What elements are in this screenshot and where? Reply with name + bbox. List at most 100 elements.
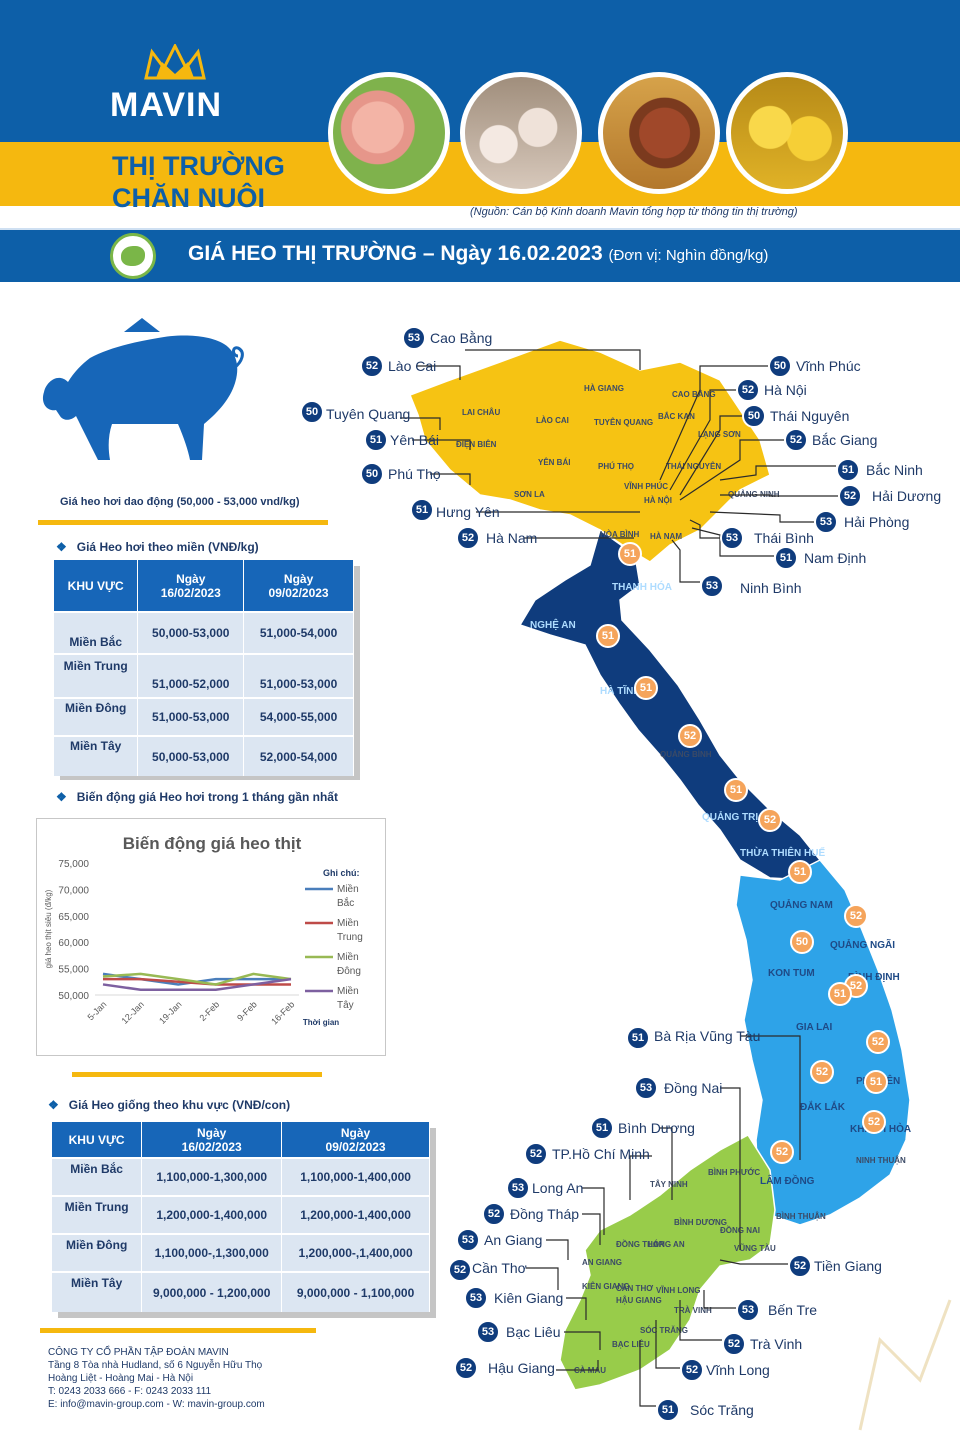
price-pin: 53 bbox=[634, 1076, 658, 1100]
legend-label-line2: Tây bbox=[337, 1000, 354, 1011]
price-pin-central: 50 bbox=[790, 930, 814, 954]
table-header-region: KHU VỰC bbox=[54, 560, 139, 612]
map-region-label: ĐỒNG THÁP bbox=[616, 1240, 664, 1249]
banner-title: GIÁ HEO THỊ TRƯỜNG – Ngày 16.02.2023 (Đơ… bbox=[188, 242, 768, 266]
province-label: Bình Dương bbox=[618, 1120, 695, 1136]
price-range-note: Giá heo hơi dao động (50,000 - 53,000 vn… bbox=[60, 496, 300, 508]
province-label: Hải Phòng bbox=[844, 514, 910, 530]
map-region-label: CAO BẰNG bbox=[672, 390, 716, 399]
leader-line bbox=[639, 1340, 656, 1407]
price-pin: 53 bbox=[736, 1298, 760, 1322]
map-region-label: THỪA THIÊN HUẾ bbox=[740, 848, 826, 859]
price-pin: 53 bbox=[814, 510, 838, 534]
table-header-date-current: Ngày 16/02/2023 bbox=[141, 1122, 283, 1158]
leader-line bbox=[400, 417, 441, 430]
price-pin: 50 bbox=[300, 400, 324, 424]
table-header-date-prev: Ngày 09/02/2023 bbox=[243, 560, 354, 612]
table-row: Miền Bắc 1,100,000-1,300,000 1,100,000-1… bbox=[52, 1157, 430, 1196]
price-pin: 53 bbox=[402, 326, 426, 350]
leader-line bbox=[719, 1259, 788, 1265]
map-region-label: HẬU GIANG bbox=[616, 1296, 662, 1305]
province-label: Long An bbox=[532, 1180, 584, 1196]
leader-line bbox=[659, 365, 768, 481]
price-pin-central: 51 bbox=[828, 982, 852, 1006]
leader-line bbox=[691, 527, 774, 557]
section-breed-label: Giá Heo giống theo khu vực (VNĐ/con) bbox=[68, 1098, 291, 1112]
map-region-label: LONG AN bbox=[648, 1240, 685, 1249]
price-pin: 51 bbox=[364, 428, 388, 452]
price-pin-central: 52 bbox=[810, 1060, 834, 1084]
table-cell-current: 1,100,000-1,300,000 bbox=[141, 1157, 283, 1196]
y-tick-label: 55,000 bbox=[58, 965, 89, 976]
map-region-label: THANH HÓA bbox=[612, 582, 672, 593]
province-label: Lào Cai bbox=[388, 358, 437, 374]
brand-logo: MAVIN bbox=[110, 86, 223, 124]
province-label: Vĩnh Long bbox=[706, 1362, 770, 1378]
province-label: TP.Hồ Chí Minh bbox=[552, 1146, 650, 1162]
y-tick-label: 65,000 bbox=[58, 912, 89, 923]
province-label: Yên Bái bbox=[390, 432, 440, 448]
province-label: Bắc Ninh bbox=[866, 462, 923, 478]
price-trend-chart: Biến động giá heo thịt 50,000 55,000 60,000… bbox=[36, 818, 386, 1056]
price-pin-central: 52 bbox=[770, 1140, 794, 1164]
province-label: Kiên Giang bbox=[494, 1290, 564, 1306]
legend-label-line2: Đông bbox=[337, 966, 361, 977]
price-pin: 52 bbox=[784, 428, 808, 452]
price-pin-central: 52 bbox=[844, 904, 868, 928]
map-region-label: QUẢNG TRỊ bbox=[702, 812, 759, 823]
price-pin: 51 bbox=[590, 1116, 614, 1140]
table-cell-current: 51,000-53,000 bbox=[137, 697, 245, 736]
table-cell-prev: 52,000-54,000 bbox=[243, 735, 354, 776]
chart-svg: Biến động giá heo thịt 50,000 55,000 60,000… bbox=[44, 834, 363, 1027]
x-tick-label: 9-Feb bbox=[235, 999, 259, 1023]
province-label: Ninh Bình bbox=[740, 580, 802, 596]
map-region-label: VŨNG TÀU bbox=[734, 1244, 776, 1253]
price-pin-central: 52 bbox=[678, 724, 702, 748]
province-label: Phú Thọ bbox=[388, 466, 441, 482]
table-cell-current: 50,000-53,000 bbox=[137, 611, 245, 654]
map-region-label: TUYÊN QUANG bbox=[594, 418, 654, 427]
y-tick-label: 75,000 bbox=[58, 859, 89, 870]
map-region-label: QUẢNG NGÃI bbox=[830, 940, 895, 951]
crown-icon bbox=[144, 44, 206, 80]
map-region-label: TRÀ VINH bbox=[674, 1306, 712, 1315]
price-pin-central: 51 bbox=[724, 778, 748, 802]
province-label: Đồng Nai bbox=[664, 1080, 723, 1096]
table-row: Miền Bắc 50,000-53,000 51,000-54,000 bbox=[54, 611, 354, 654]
footer-company: CÔNG TY CỔ PHẦN TẬP ĐOÀN MAVIN bbox=[48, 1347, 229, 1358]
price-pin: 52 bbox=[456, 526, 480, 550]
map-region-label: KIÊN GIANG bbox=[582, 1282, 630, 1291]
price-pin: 52 bbox=[454, 1356, 478, 1380]
legend-title: Ghi chú: bbox=[323, 868, 360, 878]
leader-line bbox=[465, 349, 641, 370]
map-region-label: QUẢNG BÌNH bbox=[660, 750, 712, 759]
x-tick-label: 12-Jan bbox=[119, 999, 146, 1026]
x-tick-label: 2-Feb bbox=[198, 999, 222, 1023]
leader-line bbox=[669, 389, 736, 491]
price-pin: 51 bbox=[836, 458, 860, 482]
footer-web: E: info@mavin-group.com - W: mavin-group… bbox=[48, 1399, 265, 1410]
divider-line-2 bbox=[72, 1072, 322, 1077]
province-label: Thái Nguyên bbox=[770, 408, 850, 424]
map-region-label: TÂY NINH bbox=[650, 1180, 688, 1189]
legend-label: Miền bbox=[337, 951, 359, 963]
table-cell-current: 9,000,000 - 1,200,000 bbox=[141, 1271, 283, 1312]
map-region-label: BÌNH PHƯỚC bbox=[708, 1168, 761, 1177]
y-tick-label: 60,000 bbox=[58, 938, 89, 949]
table-header-region: KHU VỰC bbox=[52, 1122, 143, 1158]
table-cell-region: Miền Trung bbox=[52, 1195, 143, 1234]
map-region-label: CẦN THƠ bbox=[616, 1284, 654, 1293]
section-trend-title: ❖ Biến động giá Heo hơi trong 1 tháng gần… bbox=[56, 790, 338, 804]
map-region-label: HÀ GIANG bbox=[584, 384, 624, 393]
table-cell-prev: 51,000-54,000 bbox=[243, 611, 354, 654]
price-pin: 53 bbox=[720, 526, 744, 550]
table-cell-prev: 51,000-53,000 bbox=[243, 653, 354, 698]
leader-line bbox=[740, 1035, 801, 1160]
province-label: Tiền Giang bbox=[814, 1258, 882, 1274]
table-header-date-current: Ngày 16/02/2023 bbox=[137, 560, 245, 612]
leader-line bbox=[566, 1297, 587, 1320]
province-label: An Giang bbox=[484, 1232, 543, 1248]
price-pin: 53 bbox=[464, 1286, 488, 1310]
banner-title-text: GIÁ HEO THỊ TRƯỜNG – Ngày 16.02.2023 bbox=[188, 242, 603, 265]
price-pin: 52 bbox=[524, 1142, 548, 1166]
